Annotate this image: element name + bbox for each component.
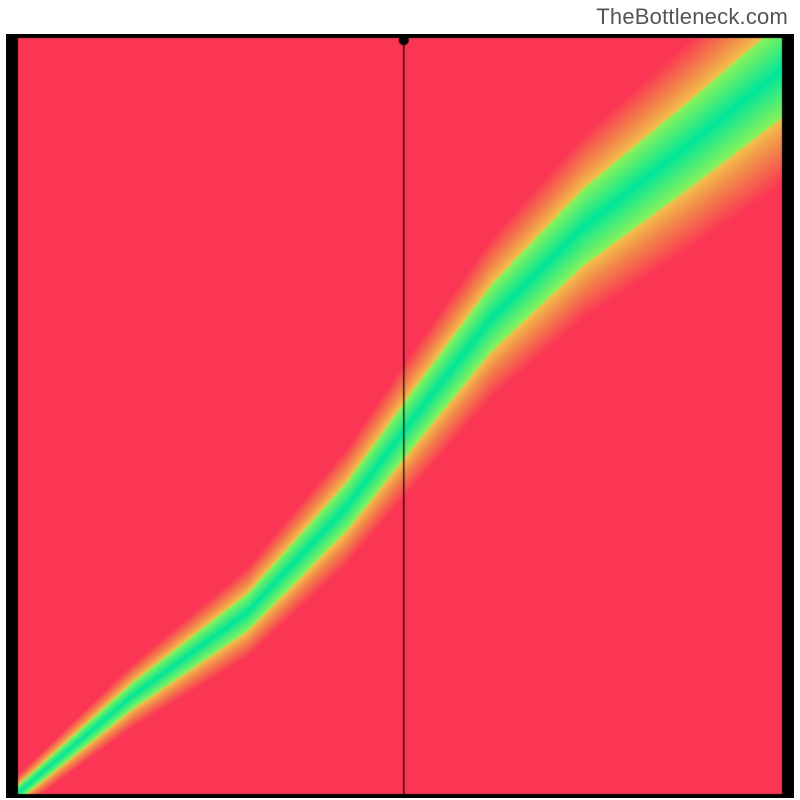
attribution-text: TheBottleneck.com bbox=[596, 4, 788, 30]
bottleneck-heatmap bbox=[6, 34, 794, 798]
root: TheBottleneck.com bbox=[0, 0, 800, 800]
